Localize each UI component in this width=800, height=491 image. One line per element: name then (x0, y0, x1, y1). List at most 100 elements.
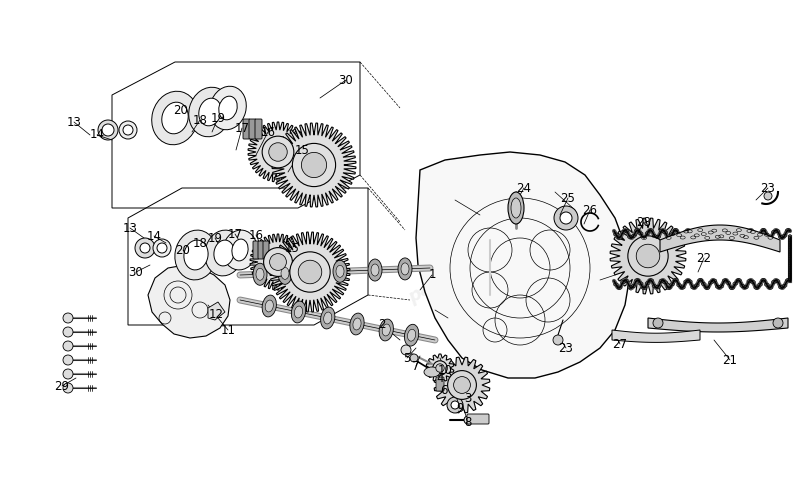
Ellipse shape (511, 198, 521, 218)
Ellipse shape (189, 87, 231, 137)
Polygon shape (660, 225, 780, 252)
Text: 10: 10 (438, 363, 453, 377)
Text: 12: 12 (209, 308, 223, 322)
Ellipse shape (379, 319, 394, 341)
Ellipse shape (350, 313, 364, 335)
Circle shape (153, 239, 171, 257)
Polygon shape (610, 218, 686, 294)
Ellipse shape (265, 300, 274, 312)
Text: 2: 2 (378, 319, 386, 331)
Text: 13: 13 (122, 221, 138, 235)
Polygon shape (250, 234, 306, 290)
FancyBboxPatch shape (263, 241, 269, 259)
Text: 1: 1 (428, 269, 436, 281)
Ellipse shape (214, 240, 234, 266)
Text: 19: 19 (207, 231, 222, 245)
Polygon shape (416, 152, 630, 378)
Polygon shape (270, 232, 350, 312)
Circle shape (628, 236, 668, 276)
Text: 6: 6 (440, 383, 448, 397)
Ellipse shape (368, 259, 382, 281)
Ellipse shape (303, 261, 317, 283)
Ellipse shape (306, 267, 314, 278)
Circle shape (773, 318, 783, 328)
Ellipse shape (294, 306, 302, 318)
Ellipse shape (223, 230, 257, 270)
FancyBboxPatch shape (249, 119, 256, 139)
Ellipse shape (401, 263, 409, 275)
Circle shape (63, 341, 73, 351)
Ellipse shape (256, 268, 264, 280)
Text: 16: 16 (249, 228, 263, 242)
Ellipse shape (262, 295, 277, 317)
Ellipse shape (424, 367, 440, 377)
Circle shape (653, 318, 663, 328)
FancyBboxPatch shape (258, 241, 264, 259)
Circle shape (764, 192, 772, 200)
Circle shape (270, 253, 286, 271)
Text: 20: 20 (174, 104, 189, 116)
FancyBboxPatch shape (253, 241, 259, 259)
Text: 16: 16 (261, 126, 275, 138)
Text: 22: 22 (697, 251, 711, 265)
Polygon shape (148, 265, 230, 338)
Text: 28: 28 (637, 216, 651, 228)
Ellipse shape (253, 263, 267, 285)
Circle shape (102, 124, 114, 136)
Text: 23: 23 (558, 342, 574, 355)
Text: 17: 17 (234, 121, 250, 135)
Circle shape (554, 206, 578, 230)
Circle shape (63, 313, 73, 323)
Circle shape (433, 361, 447, 375)
Ellipse shape (205, 230, 243, 276)
Text: 25: 25 (561, 191, 575, 204)
Text: 15: 15 (285, 242, 299, 254)
Circle shape (448, 371, 477, 399)
Circle shape (410, 354, 418, 362)
Polygon shape (612, 330, 700, 342)
Text: 21: 21 (722, 354, 738, 366)
Circle shape (401, 345, 411, 355)
Circle shape (123, 125, 133, 135)
Ellipse shape (218, 96, 238, 120)
Circle shape (63, 327, 73, 337)
Ellipse shape (371, 264, 379, 276)
Circle shape (302, 152, 326, 178)
Text: 5: 5 (403, 352, 410, 364)
Text: 27: 27 (613, 337, 627, 351)
Ellipse shape (281, 267, 289, 279)
Ellipse shape (162, 102, 188, 134)
Text: ⚙: ⚙ (414, 238, 446, 272)
Polygon shape (272, 123, 356, 207)
FancyBboxPatch shape (255, 119, 262, 139)
Polygon shape (648, 318, 788, 332)
Ellipse shape (232, 239, 248, 261)
Ellipse shape (336, 265, 344, 277)
Text: 14: 14 (90, 129, 105, 141)
Text: 4: 4 (436, 372, 444, 384)
Ellipse shape (382, 324, 390, 336)
Ellipse shape (152, 91, 198, 145)
FancyBboxPatch shape (467, 414, 489, 424)
FancyBboxPatch shape (436, 377, 444, 391)
Text: 23: 23 (761, 182, 775, 194)
Polygon shape (434, 357, 490, 413)
Text: 24: 24 (517, 182, 531, 194)
Ellipse shape (278, 262, 292, 284)
Text: 26: 26 (582, 203, 598, 217)
Ellipse shape (398, 258, 412, 280)
Ellipse shape (321, 307, 335, 329)
Circle shape (140, 243, 150, 253)
Circle shape (298, 260, 322, 284)
Polygon shape (208, 302, 225, 320)
Ellipse shape (333, 260, 347, 282)
Circle shape (63, 383, 73, 393)
Circle shape (269, 143, 287, 161)
Ellipse shape (405, 324, 418, 346)
Circle shape (157, 243, 167, 253)
Text: 11: 11 (221, 324, 235, 336)
Circle shape (262, 136, 294, 168)
Text: 30: 30 (129, 266, 143, 278)
Circle shape (636, 244, 660, 268)
Circle shape (454, 377, 470, 393)
